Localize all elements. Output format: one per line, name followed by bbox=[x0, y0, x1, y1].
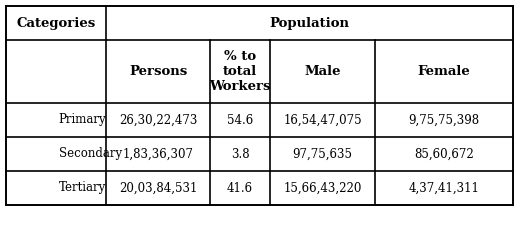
Text: 54.6: 54.6 bbox=[227, 114, 253, 126]
Text: % to
total
Workers: % to total Workers bbox=[209, 50, 271, 93]
Text: Tertiary: Tertiary bbox=[59, 182, 106, 194]
Text: Categories: Categories bbox=[17, 16, 95, 30]
Text: 97,75,635: 97,75,635 bbox=[293, 147, 352, 161]
Text: 4,37,41,311: 4,37,41,311 bbox=[408, 182, 480, 194]
Text: Secondary: Secondary bbox=[59, 147, 121, 161]
Text: 26,30,22,473: 26,30,22,473 bbox=[119, 114, 197, 126]
Text: 9,75,75,398: 9,75,75,398 bbox=[408, 114, 480, 126]
Text: 15,66,43,220: 15,66,43,220 bbox=[283, 182, 362, 194]
Text: 16,54,47,075: 16,54,47,075 bbox=[283, 114, 362, 126]
Text: 20,03,84,531: 20,03,84,531 bbox=[119, 182, 197, 194]
Text: 1,83,36,307: 1,83,36,307 bbox=[122, 147, 194, 161]
Text: 3.8: 3.8 bbox=[230, 147, 249, 161]
Text: 41.6: 41.6 bbox=[227, 182, 253, 194]
Text: 85,60,672: 85,60,672 bbox=[414, 147, 474, 161]
Text: Primary: Primary bbox=[59, 114, 106, 126]
Text: Male: Male bbox=[304, 65, 341, 78]
Text: Persons: Persons bbox=[129, 65, 187, 78]
Text: Population: Population bbox=[269, 16, 349, 30]
Bar bbox=[6, 6, 513, 205]
Text: Female: Female bbox=[418, 65, 470, 78]
